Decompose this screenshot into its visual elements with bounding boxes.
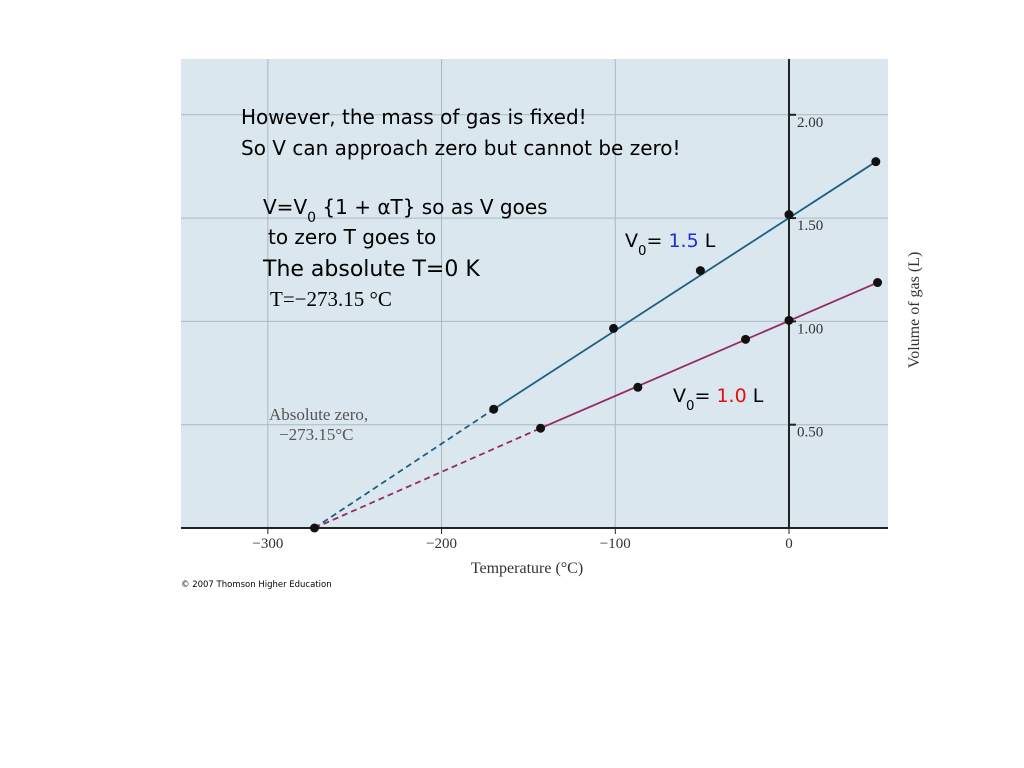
text-part: 0 xyxy=(686,399,694,414)
text-part: {1 + αT} so as V goes xyxy=(316,195,548,219)
data-point xyxy=(873,278,883,288)
text-part: to zero T goes to xyxy=(268,225,436,249)
text-part: 1.5 xyxy=(668,230,698,252)
data-point xyxy=(695,266,705,276)
text-part: The absolute T=0 K xyxy=(262,257,480,282)
annotation: V=V0 {1 + αT} so as V goes xyxy=(263,195,548,226)
annotation: T=−273.15 °C xyxy=(270,287,392,311)
x-tick-label: 0 xyxy=(785,536,793,552)
zero-label: −273.15°C xyxy=(279,425,353,444)
data-point xyxy=(609,323,619,333)
extrapolation xyxy=(313,408,495,529)
y-axis-label: Volume of gas (L) xyxy=(906,252,923,369)
text-part: 0 xyxy=(307,210,316,226)
data-point xyxy=(871,157,881,167)
annotation: The absolute T=0 K xyxy=(262,257,480,282)
data-point xyxy=(633,382,643,392)
data-point xyxy=(741,334,751,344)
y-tick-label: 2.00 xyxy=(797,115,823,131)
text-part: So V can approach zero but cannot be zer… xyxy=(241,136,681,160)
x-tick-label: −100 xyxy=(600,536,631,552)
text-part: L xyxy=(747,385,764,407)
y-tick-label: 1.00 xyxy=(797,321,823,337)
fit-line xyxy=(493,160,877,410)
y-tick-label: 1.50 xyxy=(797,218,823,234)
text-part: However, the mass of gas is fixed! xyxy=(241,105,587,129)
text-part: 1.0 xyxy=(716,385,746,407)
extrapolation xyxy=(314,427,541,529)
series-label: V0= 1.0 L xyxy=(673,385,764,414)
x-tick-label: −200 xyxy=(426,536,457,552)
data-point xyxy=(784,315,794,325)
zero-point xyxy=(309,523,319,533)
text-part: 0 xyxy=(638,244,646,259)
data-point xyxy=(489,404,499,414)
text-part: = xyxy=(646,230,668,252)
annotation: So V can approach zero but cannot be zer… xyxy=(241,136,681,160)
plot-area xyxy=(181,59,888,528)
text-part: L xyxy=(699,230,716,252)
annotation: However, the mass of gas is fixed! xyxy=(241,105,587,129)
text-part: V xyxy=(673,385,686,407)
text-part: = xyxy=(694,385,716,407)
fit-line xyxy=(540,281,878,430)
x-axis-label: Temperature (°C) xyxy=(471,560,583,577)
data-point xyxy=(536,423,546,433)
text-part: V xyxy=(625,230,638,252)
text-part: V=V xyxy=(263,195,307,219)
text-part: T=−273.15 °C xyxy=(270,287,392,311)
series-label: V0= 1.5 L xyxy=(625,230,716,259)
annotation: to zero T goes to xyxy=(268,225,436,249)
data-point xyxy=(784,210,794,220)
x-tick-label: −300 xyxy=(252,536,283,552)
zero-label: Absolute zero, xyxy=(269,405,368,424)
y-tick-label: 0.50 xyxy=(797,425,823,441)
credit: © 2007 Thomson Higher Education xyxy=(181,580,332,590)
